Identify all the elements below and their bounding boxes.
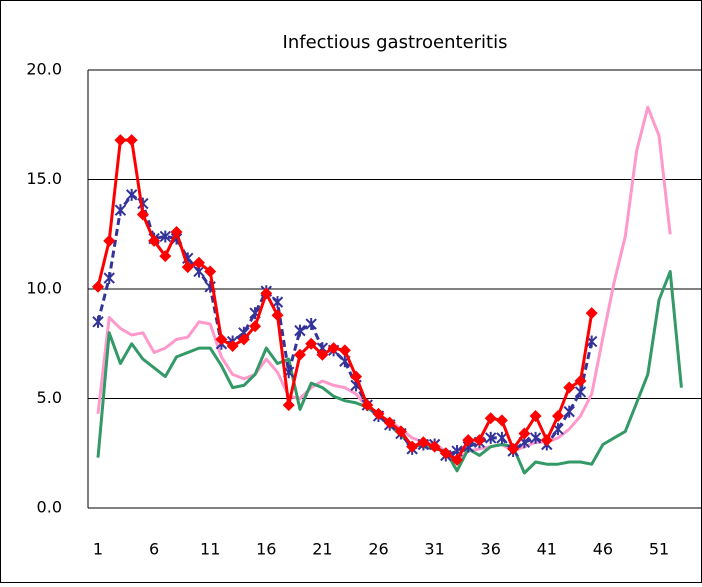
diamond-marker xyxy=(136,208,149,221)
x-tick-label: 26 xyxy=(368,540,388,559)
diamond-marker xyxy=(406,440,419,453)
diamond-marker xyxy=(473,434,486,447)
diamond-marker xyxy=(282,399,295,412)
diamond-marker xyxy=(114,134,127,147)
asterisk-marker xyxy=(92,315,104,328)
y-tick-label: 20.0 xyxy=(26,60,62,79)
asterisk-marker xyxy=(574,385,587,398)
asterisk-marker xyxy=(103,272,115,285)
x-tick-label: 36 xyxy=(481,540,501,559)
diamond-marker xyxy=(428,440,441,453)
diamond-marker xyxy=(361,399,374,412)
diamond-marker xyxy=(204,265,217,278)
diamond-marker xyxy=(540,434,553,447)
asterisk-marker xyxy=(114,204,127,217)
asterisk-marker xyxy=(563,405,575,418)
diamond-marker xyxy=(92,280,104,293)
asterisk-marker xyxy=(484,431,497,444)
asterisk-marker xyxy=(496,431,508,444)
x-tick-label: 6 xyxy=(149,540,159,559)
diamond-marker xyxy=(125,134,138,147)
y-tick-label: 0.0 xyxy=(37,498,62,517)
diamond-marker xyxy=(451,453,464,466)
diamond-marker xyxy=(271,309,284,322)
diamond-marker xyxy=(383,416,396,429)
diamond-marker xyxy=(249,320,262,333)
diamond-marker xyxy=(585,307,598,320)
diamond-marker xyxy=(215,333,228,346)
diamond-marker xyxy=(260,287,273,300)
chart-title: Infectious gastroenteritis xyxy=(283,32,508,53)
asterisk-marker xyxy=(529,431,542,444)
diamond-marker xyxy=(439,447,452,460)
y-tick-label: 15.0 xyxy=(26,169,62,188)
diamond-marker xyxy=(350,370,363,383)
asterisk-marker xyxy=(294,324,306,337)
diamond-marker xyxy=(192,256,205,269)
asterisk-marker xyxy=(271,296,284,309)
asterisk-marker xyxy=(305,318,317,331)
x-tick-label: 46 xyxy=(593,540,613,559)
y-tick-label: 5.0 xyxy=(37,388,62,407)
x-tick-label: 41 xyxy=(537,540,557,559)
diamond-marker xyxy=(417,436,430,449)
diamond-marker xyxy=(552,410,565,423)
diamond-marker xyxy=(507,442,520,455)
diamond-marker xyxy=(237,333,250,346)
diamond-marker xyxy=(574,374,587,387)
diamond-marker xyxy=(148,234,161,247)
y-tick-label: 10.0 xyxy=(26,279,62,298)
diamond-marker xyxy=(462,434,475,447)
diamond-marker xyxy=(103,234,116,247)
x-tick-label: 21 xyxy=(312,540,332,559)
x-tick-label: 16 xyxy=(256,540,276,559)
diamond-marker xyxy=(518,427,531,440)
diamond-marker xyxy=(372,407,385,420)
diamond-marker xyxy=(327,342,340,355)
asterisk-marker xyxy=(159,230,172,243)
x-tick-label: 51 xyxy=(649,540,669,559)
diamond-marker xyxy=(226,339,239,352)
diamond-marker xyxy=(338,344,351,357)
diamond-marker xyxy=(170,226,183,239)
diamond-marker xyxy=(484,412,497,425)
diamond-marker xyxy=(181,261,194,274)
diamond-marker xyxy=(394,425,407,438)
diamond-marker xyxy=(316,348,329,361)
x-tick-label: 1 xyxy=(93,540,103,559)
diamond-marker xyxy=(529,410,542,423)
x-tick-label: 11 xyxy=(200,540,220,559)
asterisk-marker xyxy=(125,188,138,201)
diamond-marker xyxy=(305,337,318,350)
diamond-marker xyxy=(563,381,576,394)
diamond-marker xyxy=(293,348,306,361)
diamond-marker xyxy=(495,414,508,427)
x-tick-label: 31 xyxy=(424,540,444,559)
diamond-marker xyxy=(159,250,172,263)
